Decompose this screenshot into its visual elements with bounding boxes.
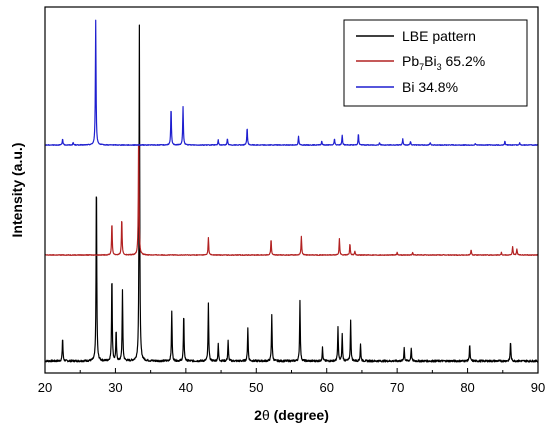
x-tick-label: 90	[531, 380, 545, 395]
series-line-bi	[44, 19, 539, 146]
legend-pct: 65.2%	[442, 53, 486, 69]
series-line-pb7bi3	[44, 144, 539, 256]
series-line-lbe	[44, 24, 539, 363]
plot-lines	[44, 19, 539, 363]
legend-label-pb7bi3: Pb7Bi3 65.2%	[402, 53, 485, 72]
y-axis-title: Intensity (a.u.)	[9, 143, 25, 238]
x-axis-title-theta: θ	[262, 407, 270, 423]
x-axis: 20 30 40 50 60 70 80 90	[38, 368, 545, 395]
legend-pb-sub: 7	[419, 62, 424, 72]
legend-box	[343, 19, 528, 107]
x-axis-title-prefix: 2	[254, 407, 262, 423]
x-tick-label: 30	[108, 380, 122, 395]
legend-label-bi: Bi 34.8%	[402, 79, 458, 95]
x-tick-label: 60	[319, 380, 333, 395]
legend-bi-sub: 3	[437, 62, 442, 72]
x-tick-label: 20	[38, 380, 52, 395]
legend-bi: Bi	[424, 53, 436, 69]
legend-pb: Pb	[402, 53, 419, 69]
x-tick-label: 80	[460, 380, 474, 395]
x-axis-title-suffix: (degree)	[270, 407, 329, 423]
x-tick-label: 50	[249, 380, 263, 395]
x-tick-label: 70	[390, 380, 404, 395]
x-axis-title: 2θ (degree)	[254, 407, 329, 423]
x-tick-label: 40	[179, 380, 193, 395]
legend-label-lbe: LBE pattern	[402, 28, 476, 44]
legend: LBE pattern Pb7Bi3 65.2% Bi 34.8%	[343, 19, 528, 107]
